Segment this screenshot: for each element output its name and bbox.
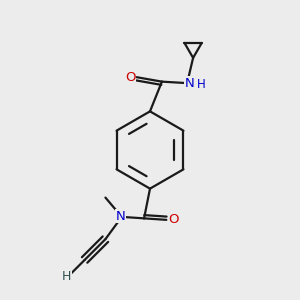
Text: O: O (125, 71, 135, 84)
Text: O: O (168, 213, 179, 226)
Text: H: H (197, 78, 206, 92)
Text: H: H (62, 270, 71, 284)
Text: N: N (116, 210, 125, 223)
Text: N: N (185, 76, 194, 90)
